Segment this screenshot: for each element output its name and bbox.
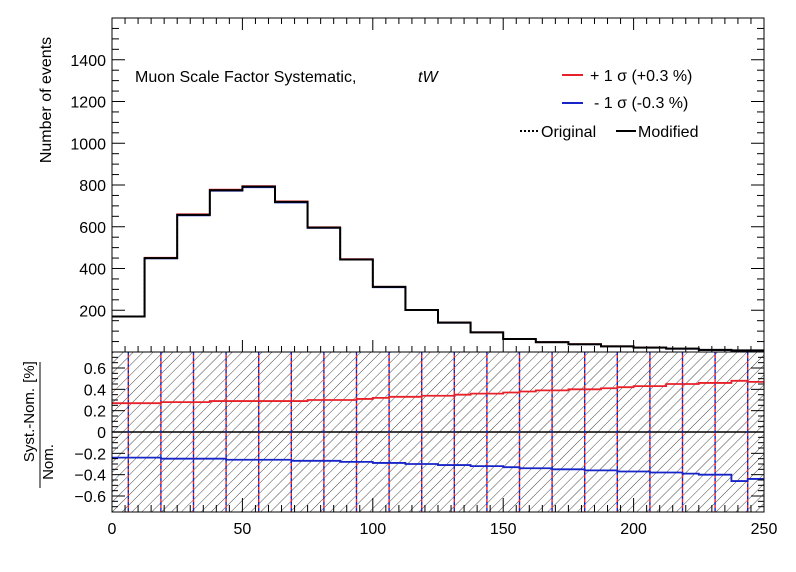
top-ylabel: Number of events <box>38 37 55 163</box>
ratio-ylabel-numerator: Syst.-Nom. <box>21 388 38 462</box>
bottom-ytick-label: 0 <box>97 425 106 442</box>
top-plot-area <box>112 185 764 352</box>
bottom-ytick-label: 0.2 <box>84 404 106 421</box>
bottom-ytick-label: −0.4 <box>74 468 106 485</box>
top-ytick-label: 1200 <box>70 95 106 112</box>
top-ytick-label: 400 <box>79 262 106 279</box>
bottom-xtick-label: 150 <box>490 521 517 538</box>
bottom-xtick-label: 100 <box>359 521 386 538</box>
legend-label-original: Original <box>541 124 596 141</box>
top-ytick-label: 200 <box>79 303 106 320</box>
top-series-line-3 <box>112 185 764 352</box>
legend-label-minus: - 1 σ (-0.3 %) <box>594 95 688 112</box>
legend-label-modified: Modified <box>638 124 698 141</box>
process-label: tW <box>418 69 439 86</box>
legend-label-plus: + 1 σ (+0.3 %) <box>590 68 692 85</box>
ratio-ylabel-denominator: Nom. <box>40 444 57 480</box>
bottom-xtick-label: 250 <box>751 521 778 538</box>
top-ytick-label: 1000 <box>70 136 106 153</box>
ratio-series-line-0 <box>112 379 764 405</box>
ratio-series-line-1 <box>112 456 764 482</box>
bottom-xtick-label: 200 <box>620 521 647 538</box>
ratio-ylabel-unit: [%] <box>21 361 38 383</box>
bottom-plot-area <box>112 352 764 512</box>
bottom-ytick-label: 0.6 <box>84 361 106 378</box>
chart-title: Muon Scale Factor Systematic, <box>135 69 356 86</box>
bottom-panel: −0.6 −0.4 −0.2 0 0.2 0.4 0.6 0 50 100 150 200 250 <box>74 351 778 538</box>
bottom-xtick-label: 0 <box>108 521 117 538</box>
top-ytick-label: 1400 <box>70 53 106 70</box>
top-ytick-label: 800 <box>79 178 106 195</box>
bottom-ytick-label: 0.4 <box>84 382 106 399</box>
bottom-ytick-label: −0.6 <box>74 489 106 506</box>
top-ytick-label: 600 <box>79 220 106 237</box>
bottom-xtick-label: 50 <box>234 521 252 538</box>
bottom-ytick-label: −0.2 <box>74 446 106 463</box>
